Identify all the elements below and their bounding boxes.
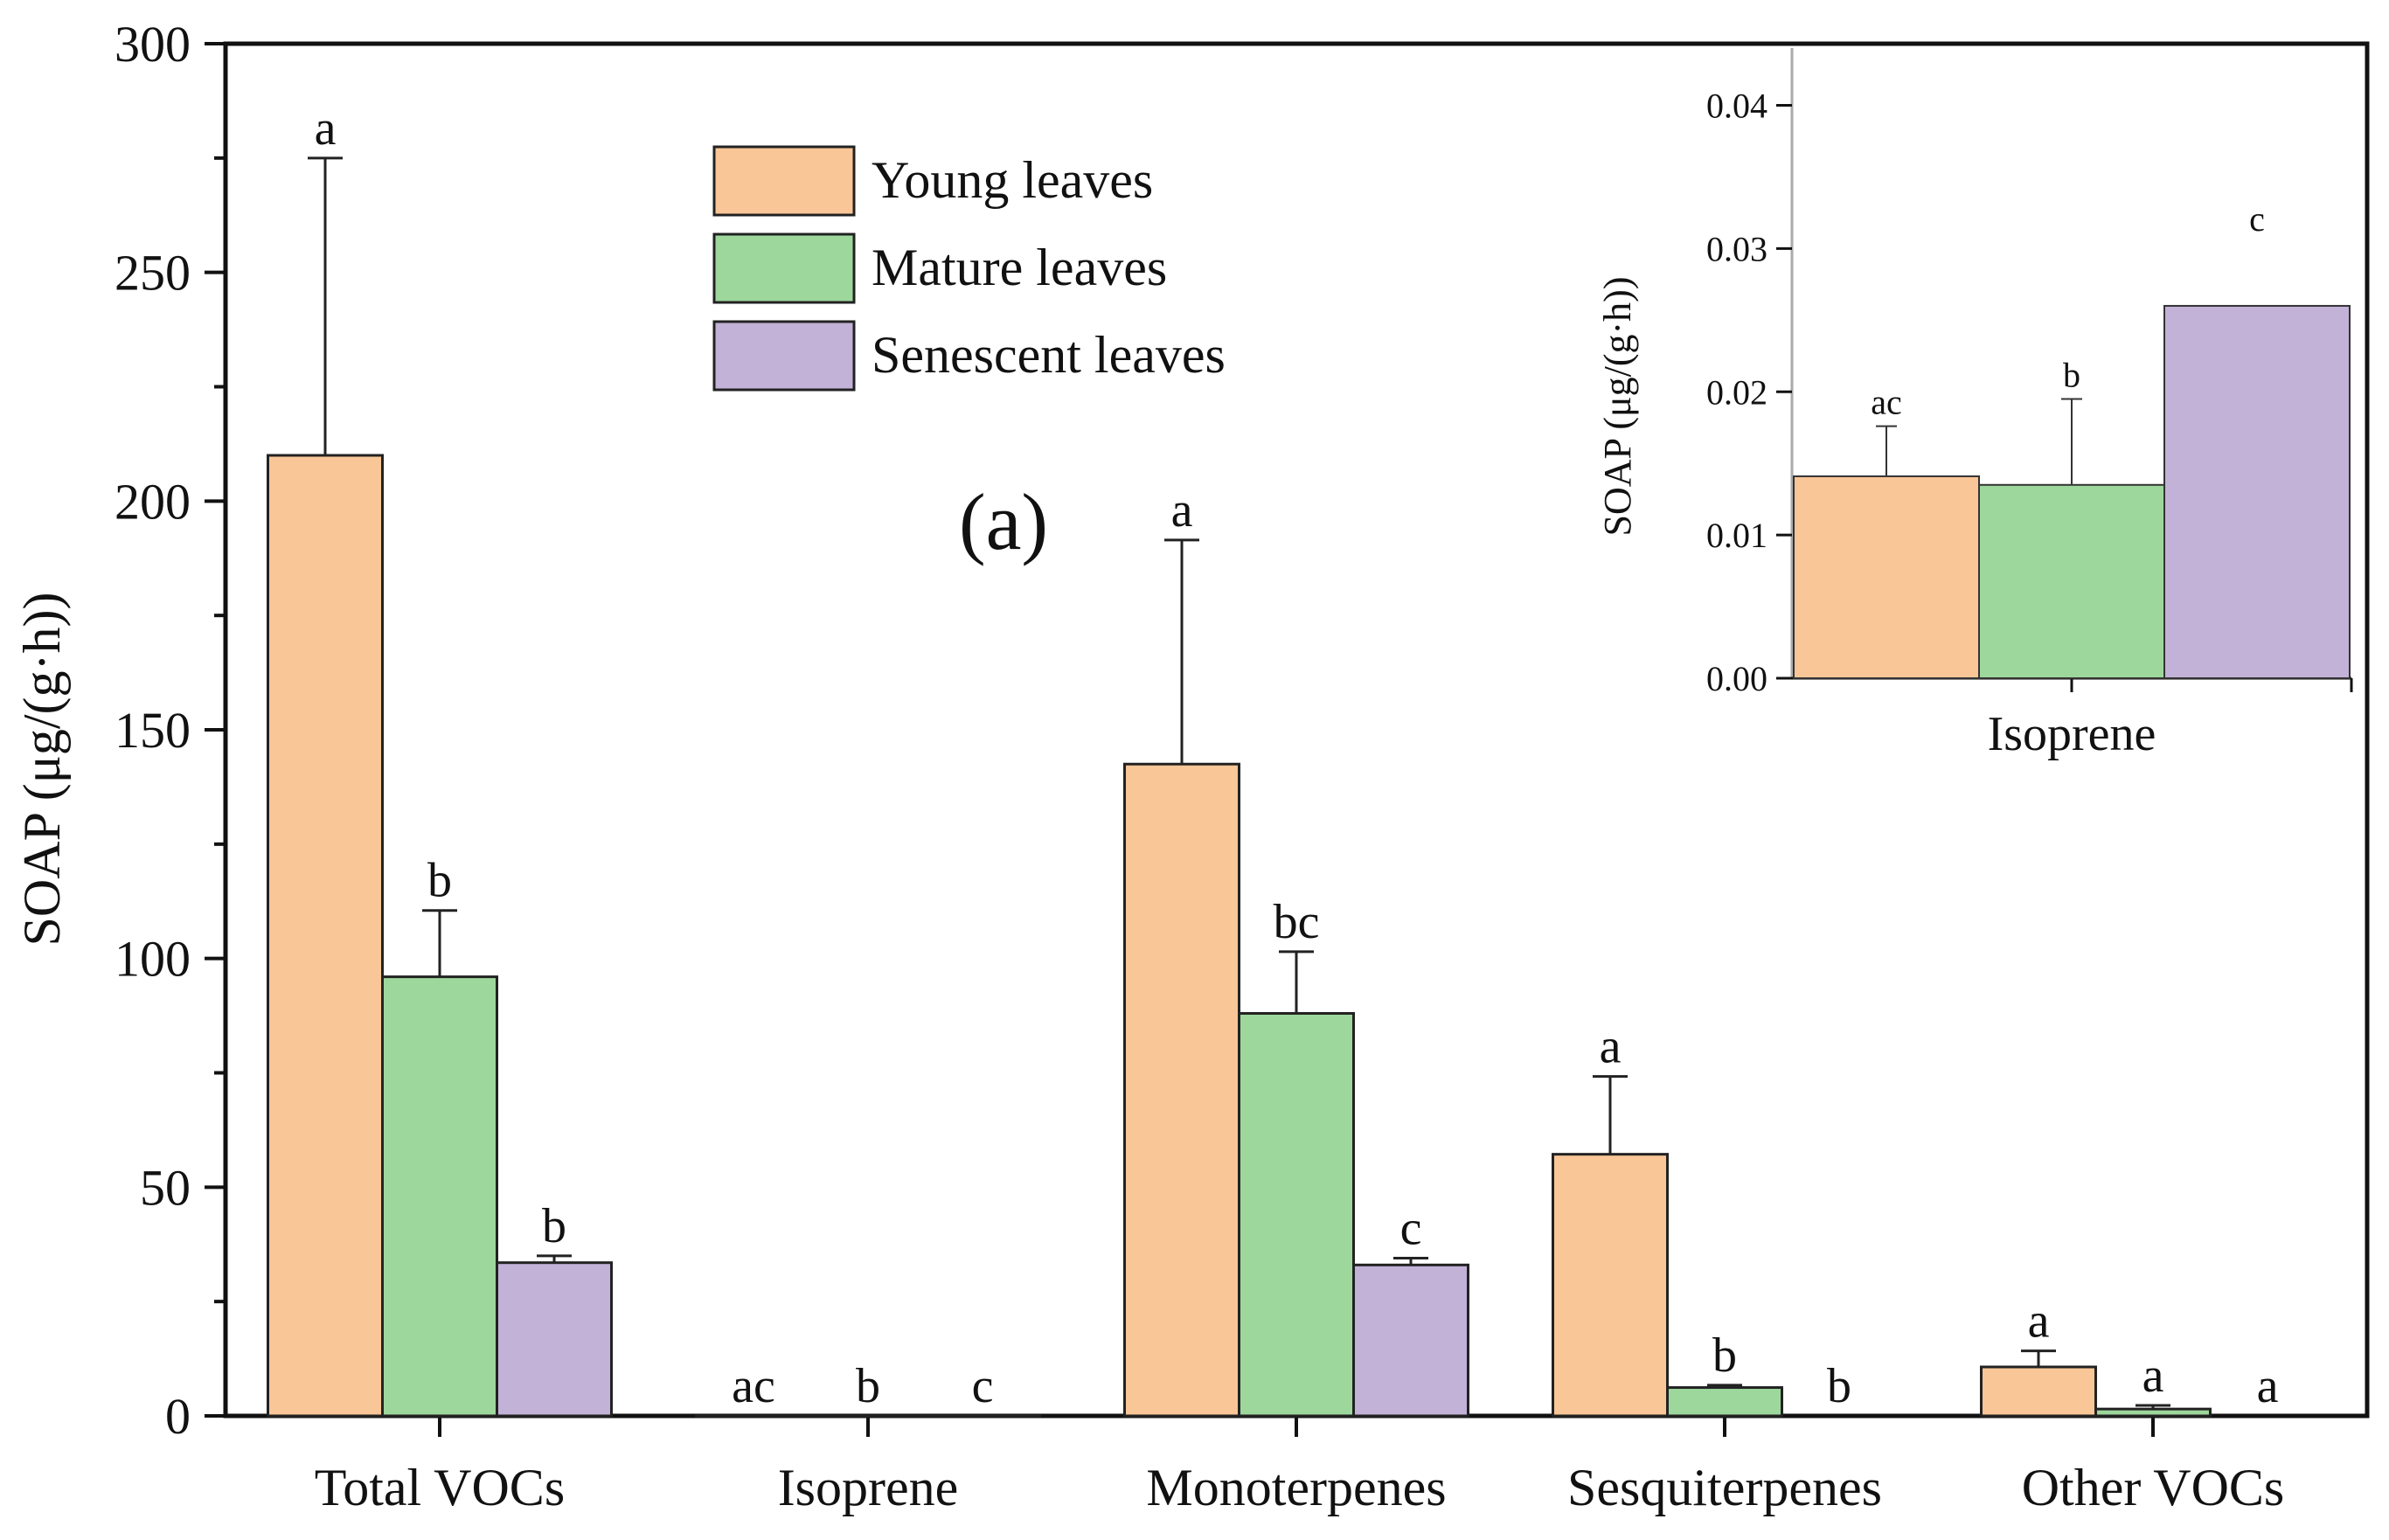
y-tick-label: 250 [115,245,191,302]
significance-letter: c [1400,1201,1422,1255]
bar [2096,1409,2211,1416]
significance-letter: b [427,854,452,908]
y-tick-label: 200 [115,473,191,530]
y-tick-label: 0 [165,1388,191,1445]
inset-y-tick-label: 0.04 [1706,87,1767,126]
panel-label: (a) [959,477,1048,566]
legend-swatch [714,234,854,302]
bar [497,1263,612,1416]
significance-letter: bc [1274,895,1320,949]
significance-letter: a [2257,1359,2279,1413]
significance-letter: a [315,101,337,156]
x-tick-label: Total VOCs [315,1459,565,1516]
significance-letter: ac [732,1359,775,1413]
significance-letter: b [856,1359,880,1413]
inset-bar [1794,476,1979,678]
bar [1125,764,1240,1416]
significance-letter: c [972,1359,994,1413]
legend-swatch [714,322,854,390]
x-tick-label: Isoprene [778,1459,959,1516]
significance-letter: b [542,1199,566,1253]
x-tick-label: Monoterpenes [1146,1459,1446,1516]
legend: Young leaves Mature leaves Senescent leave… [714,147,1226,390]
x-tick-label: Other VOCs [2022,1459,2285,1516]
legend-label: Senescent leaves [872,326,1226,384]
significance-letter: b [1827,1359,1851,1413]
y-tick-label: 300 [115,16,191,73]
legend-swatch [714,147,854,215]
y-tick-label: 50 [140,1159,191,1216]
inset-bar [2164,306,2350,678]
legend-label: Mature leaves [872,239,1167,296]
inset-significance-letter: b [2063,355,2080,394]
legend-label: Young leaves [872,151,1153,209]
significance-letter: b [1712,1328,1737,1383]
inset-significance-letter: ac [1871,383,1902,422]
bar [1668,1388,1782,1416]
bar [1553,1155,1668,1416]
bar [1354,1265,1469,1416]
bar [383,977,497,1416]
inset-y-tick-label: 0.01 [1706,516,1767,555]
inset-bar [1979,485,2164,678]
y-tick-label: 100 [115,931,191,988]
significance-letter: a [1600,1020,1622,1074]
bar [268,455,383,1416]
y-axis-label: SOAP (μg/(g·h)) [13,593,71,947]
inset-y-tick-label: 0.00 [1706,659,1767,698]
inset-y-tick-label: 0.03 [1706,229,1767,268]
inset-significance-letter: c [2249,199,2265,239]
bar [1982,1367,2096,1416]
inset-y-axis-label: SOAP (μg/(g·h)) [1596,277,1639,537]
significance-letter: a [1171,483,1193,538]
y-tick-label: 150 [115,702,191,759]
bar [1240,1013,1354,1416]
inset-x-tick-label: Isoprene [1988,707,2156,761]
significance-letter: a [2142,1349,2164,1403]
inset-y-tick-label: 0.02 [1706,372,1767,412]
significance-letter: a [2028,1294,2050,1349]
inset-chart: 0.00 0.01 0.02 0.03 0.04 Isoprene ac b c [1706,48,2351,761]
x-tick-label: Sesquiterpenes [1567,1459,1882,1516]
